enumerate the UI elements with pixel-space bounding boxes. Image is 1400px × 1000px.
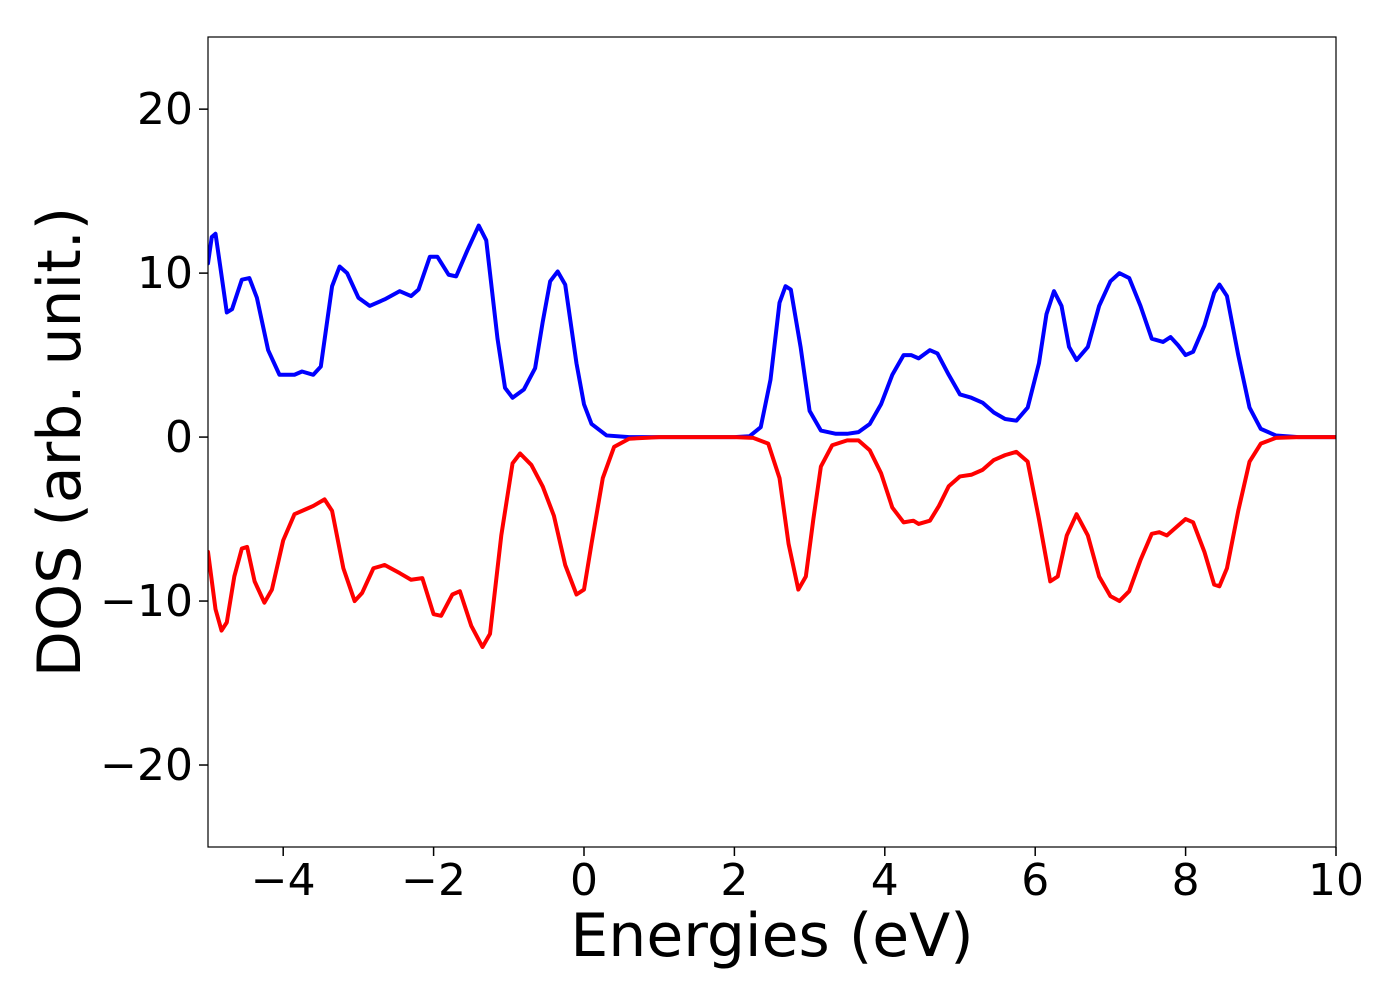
x-tick-label: 10 xyxy=(1308,855,1364,906)
plot-area xyxy=(207,36,1337,848)
x-tick-label: −4 xyxy=(251,855,316,906)
x-tick-label: 0 xyxy=(570,855,598,906)
series-line-1 xyxy=(208,223,1336,440)
x-axis-label: Energies (eV) xyxy=(570,901,973,971)
x-tick-label: 8 xyxy=(1172,855,1200,906)
x-tick-label: −2 xyxy=(401,855,466,906)
y-tick-label: −20 xyxy=(100,740,193,791)
x-axis: −4 −2 0 2 4 6 8 10 xyxy=(251,847,1364,906)
series-line-2 xyxy=(208,435,1336,649)
x-tick-label: 6 xyxy=(1021,855,1049,906)
y-tick-label: 0 xyxy=(165,412,193,463)
plot-frame xyxy=(207,36,1337,848)
y-tick-label: 20 xyxy=(137,84,193,135)
y-tick-label: 10 xyxy=(137,248,193,299)
x-tick-label: 2 xyxy=(720,855,748,906)
y-axis: −20 −10 0 10 20 xyxy=(100,84,208,791)
y-tick-label: −10 xyxy=(100,576,193,627)
x-tick-label: 4 xyxy=(871,855,899,906)
y-axis-label: DOS (arb. unit.) xyxy=(25,207,95,677)
series-layer xyxy=(208,223,1336,649)
